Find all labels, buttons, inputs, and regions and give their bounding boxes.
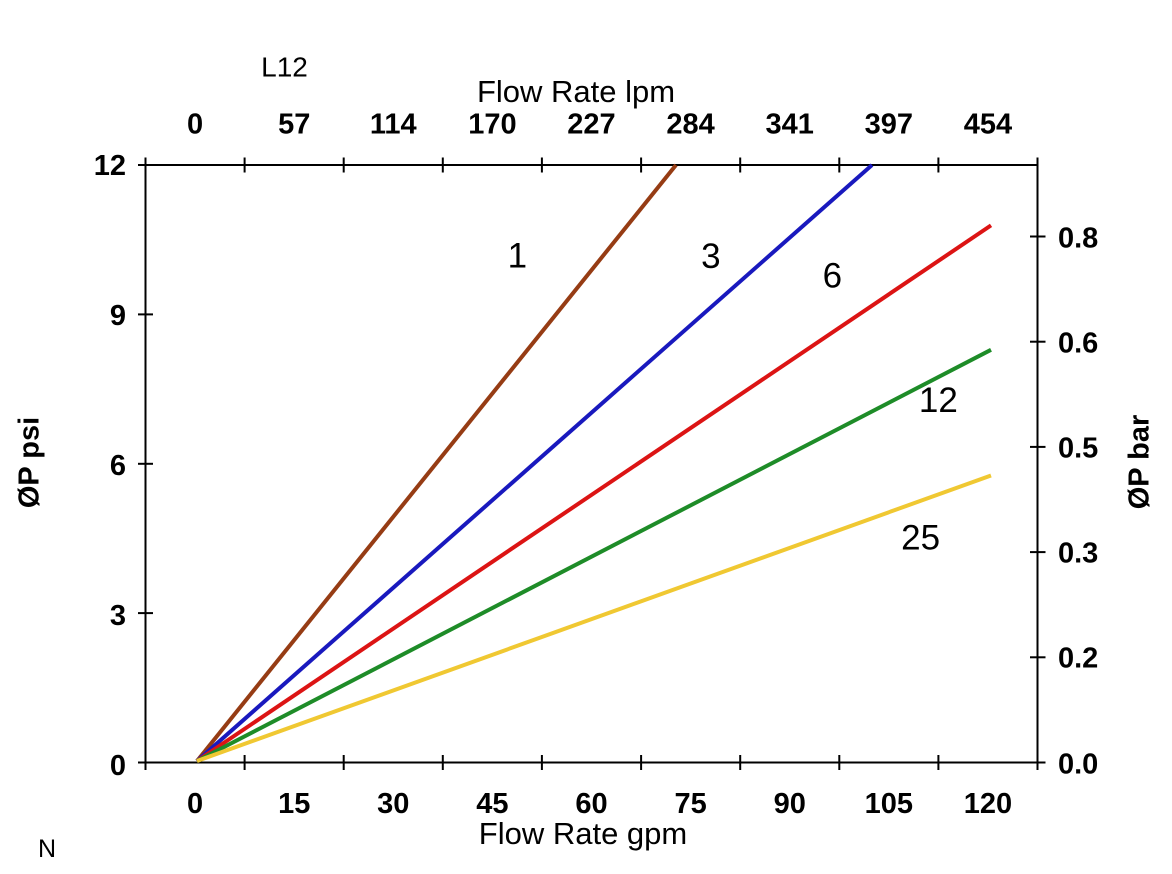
svg-text:ØP psi: ØP psi (14, 417, 46, 508)
svg-text:15: 15 (278, 788, 310, 820)
svg-text:3: 3 (110, 600, 126, 632)
svg-text:6: 6 (823, 257, 842, 296)
svg-text:0: 0 (187, 788, 203, 820)
svg-text:25: 25 (901, 518, 940, 557)
svg-text:9: 9 (110, 300, 126, 332)
svg-text:227: 227 (567, 109, 615, 141)
svg-text:341: 341 (766, 109, 814, 141)
svg-text:284: 284 (666, 109, 714, 141)
svg-text:6: 6 (110, 450, 126, 482)
svg-text:L12: L12 (261, 52, 308, 83)
svg-text:12: 12 (919, 381, 958, 420)
svg-text:0.3: 0.3 (1058, 538, 1098, 570)
svg-text:57: 57 (278, 109, 310, 141)
svg-text:0.5: 0.5 (1058, 433, 1098, 465)
svg-text:60: 60 (575, 788, 607, 820)
svg-text:90: 90 (774, 788, 806, 820)
svg-text:114: 114 (370, 109, 417, 141)
svg-text:Flow Rate lpm: Flow Rate lpm (477, 74, 675, 109)
svg-text:0.0: 0.0 (1058, 748, 1098, 780)
svg-text:454: 454 (964, 109, 1012, 141)
svg-text:105: 105 (865, 788, 913, 820)
svg-text:30: 30 (377, 788, 409, 820)
svg-text:Flow Rate gpm: Flow Rate gpm (479, 816, 687, 851)
svg-text:0.2: 0.2 (1058, 643, 1098, 675)
svg-text:0.6: 0.6 (1058, 328, 1098, 360)
svg-text:120: 120 (964, 788, 1012, 820)
svg-text:397: 397 (865, 109, 913, 141)
svg-text:0: 0 (187, 109, 203, 141)
svg-text:75: 75 (674, 788, 706, 820)
svg-text:3: 3 (701, 237, 720, 276)
svg-text:N: N (38, 835, 56, 863)
svg-text:170: 170 (468, 109, 516, 141)
svg-text:ØP bar: ØP bar (1124, 415, 1156, 510)
svg-text:0.8: 0.8 (1058, 223, 1098, 255)
svg-text:0: 0 (110, 750, 126, 782)
svg-text:12: 12 (94, 150, 126, 182)
svg-text:1: 1 (508, 237, 527, 276)
svg-text:45: 45 (476, 788, 508, 820)
